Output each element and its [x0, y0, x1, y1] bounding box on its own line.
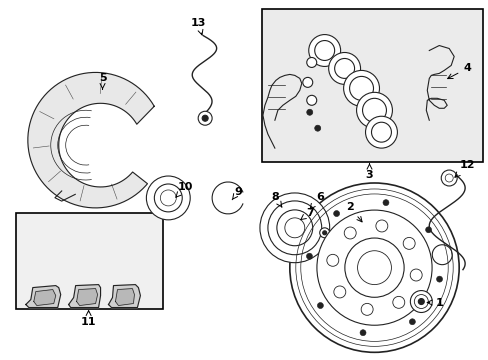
Circle shape: [436, 276, 442, 282]
Circle shape: [319, 228, 329, 238]
Text: 8: 8: [270, 192, 282, 207]
Circle shape: [328, 53, 360, 84]
Text: 6: 6: [309, 192, 323, 209]
Polygon shape: [26, 285, 61, 307]
Bar: [16, 213, 163, 310]
Polygon shape: [77, 289, 98, 306]
Text: 3: 3: [365, 164, 372, 180]
Text: 4: 4: [447, 63, 470, 78]
Polygon shape: [28, 72, 154, 208]
Circle shape: [359, 330, 365, 336]
Bar: [262, 9, 482, 162]
Text: 2: 2: [345, 202, 361, 222]
Text: 7: 7: [300, 208, 313, 220]
Circle shape: [308, 35, 340, 67]
Text: 1: 1: [427, 297, 442, 307]
Polygon shape: [34, 289, 56, 306]
Circle shape: [344, 238, 403, 297]
Text: 5: 5: [99, 73, 106, 89]
Circle shape: [306, 253, 312, 259]
Circle shape: [343, 71, 379, 106]
Text: 9: 9: [232, 187, 242, 200]
Circle shape: [417, 298, 424, 305]
Polygon shape: [108, 285, 140, 307]
Circle shape: [356, 92, 392, 128]
Circle shape: [289, 183, 458, 352]
Polygon shape: [68, 285, 101, 307]
Circle shape: [202, 115, 208, 121]
Circle shape: [260, 193, 329, 263]
Circle shape: [322, 231, 326, 235]
Circle shape: [382, 200, 388, 206]
Text: 11: 11: [81, 311, 96, 328]
Text: 12: 12: [454, 160, 474, 177]
Circle shape: [317, 302, 323, 309]
Polygon shape: [115, 289, 134, 306]
Circle shape: [302, 77, 312, 87]
Circle shape: [146, 176, 190, 220]
Circle shape: [409, 291, 431, 312]
Text: 13: 13: [190, 18, 205, 35]
Circle shape: [425, 227, 431, 233]
Circle shape: [314, 125, 320, 131]
Text: 10: 10: [176, 182, 193, 197]
Circle shape: [198, 111, 212, 125]
Circle shape: [365, 116, 397, 148]
Circle shape: [306, 58, 316, 67]
Circle shape: [440, 170, 456, 186]
Circle shape: [306, 95, 316, 105]
Circle shape: [408, 319, 414, 325]
Circle shape: [444, 174, 452, 182]
Circle shape: [306, 109, 312, 115]
Circle shape: [333, 211, 339, 217]
Circle shape: [316, 210, 431, 325]
